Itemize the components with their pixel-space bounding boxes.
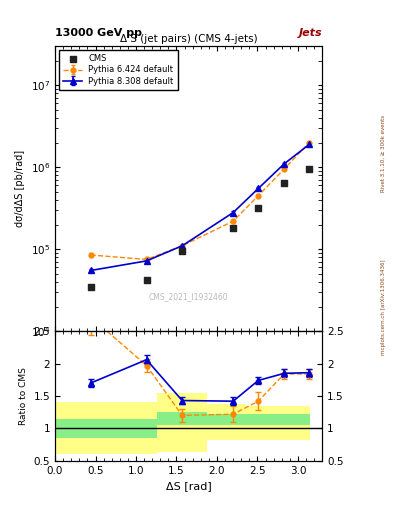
CMS — [306, 165, 312, 173]
CMS — [143, 276, 150, 284]
CMS — [255, 204, 261, 212]
CMS — [230, 224, 236, 232]
Text: 13000 GeV pp: 13000 GeV pp — [55, 28, 142, 38]
Text: CMS_2021_I1932460: CMS_2021_I1932460 — [149, 292, 228, 302]
Text: mcplots.cern.ch [arXiv:1306.3436]: mcplots.cern.ch [arXiv:1306.3436] — [381, 260, 386, 355]
CMS — [88, 283, 94, 291]
Text: Jets: Jets — [299, 28, 322, 38]
Y-axis label: dσ/dΔS [pb/rad]: dσ/dΔS [pb/rad] — [15, 150, 25, 227]
CMS — [281, 179, 287, 187]
X-axis label: ΔS [rad]: ΔS [rad] — [166, 481, 211, 491]
Text: Rivet 3.1.10, ≥ 300k events: Rivet 3.1.10, ≥ 300k events — [381, 115, 386, 192]
CMS — [179, 247, 185, 255]
Title: Δ S (jet pairs) (CMS 4-jets): Δ S (jet pairs) (CMS 4-jets) — [120, 34, 257, 44]
Y-axis label: Ratio to CMS: Ratio to CMS — [19, 367, 28, 425]
Legend: CMS, Pythia 6.424 default, Pythia 8.308 default: CMS, Pythia 6.424 default, Pythia 8.308 … — [59, 50, 178, 90]
